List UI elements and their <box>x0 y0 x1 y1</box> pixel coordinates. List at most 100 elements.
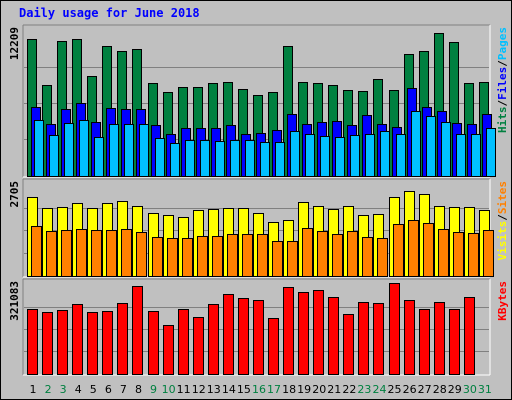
day-label-2: 2 <box>45 383 52 396</box>
bar-pages-day-10 <box>170 143 180 177</box>
bar-pages-day-3 <box>64 123 74 177</box>
bar-pages-day-17 <box>275 142 285 177</box>
bar-kbytes-day-23 <box>358 302 369 375</box>
day-label-7: 7 <box>120 383 127 396</box>
day-label-29: 29 <box>448 383 462 396</box>
bar-pages-day-21 <box>335 137 345 177</box>
bar-pages-day-29 <box>456 134 466 177</box>
bar-sites-day-1 <box>31 226 42 277</box>
bar-kbytes-day-7 <box>117 303 128 375</box>
bar-pages-day-27 <box>426 116 436 177</box>
bar-sites-day-18 <box>287 241 298 277</box>
kbytes-legend: KBytes <box>496 281 509 321</box>
bar-pages-day-25 <box>396 134 406 177</box>
bar-pages-day-1 <box>34 120 44 177</box>
legend-visits: Visits <box>496 221 509 261</box>
bar-sites-day-8 <box>136 232 147 277</box>
day-label-19: 19 <box>297 383 311 396</box>
bar-sites-day-11 <box>182 238 193 277</box>
day-label-14: 14 <box>222 383 236 396</box>
bar-pages-day-6 <box>109 124 119 177</box>
bar-sites-day-31 <box>483 230 494 277</box>
bar-sites-day-14 <box>227 234 238 277</box>
day-label-16: 16 <box>252 383 266 396</box>
day-label-5: 5 <box>90 383 97 396</box>
day-label-24: 24 <box>372 383 386 396</box>
visits-sites-legend-separator: / <box>496 214 509 221</box>
visits-sites-legend: Visits/Sites <box>496 181 509 261</box>
bar-kbytes-day-4 <box>72 304 83 375</box>
bar-sites-day-27 <box>423 223 434 277</box>
bar-sites-day-4 <box>76 229 87 277</box>
day-label-28: 28 <box>433 383 447 396</box>
day-label-26: 26 <box>403 383 417 396</box>
bar-kbytes-day-16 <box>253 300 264 375</box>
bar-pages-day-8 <box>139 124 149 177</box>
bar-sites-day-20 <box>317 231 328 277</box>
bar-kbytes-day-24 <box>373 303 384 375</box>
bar-pages-day-22 <box>350 135 360 177</box>
hits-files-pages-legend-separator: / <box>496 60 509 67</box>
bar-sites-day-6 <box>106 230 117 277</box>
day-label-4: 4 <box>75 383 82 396</box>
bar-pages-day-4 <box>79 120 89 177</box>
bar-pages-day-31 <box>486 128 496 177</box>
day-label-13: 13 <box>207 383 221 396</box>
bar-sites-day-15 <box>242 234 253 277</box>
kbytes-max-label: 321083 <box>8 281 21 321</box>
bar-kbytes-day-13 <box>208 304 219 375</box>
bar-sites-day-25 <box>393 224 404 277</box>
hits-files-pages-legend: Hits/Files/Pages <box>496 27 509 133</box>
day-label-25: 25 <box>388 383 402 396</box>
day-label-30: 30 <box>463 383 477 396</box>
bar-sites-day-13 <box>212 236 223 277</box>
bar-pages-day-9 <box>155 138 165 177</box>
bar-sites-day-19 <box>302 228 313 277</box>
bar-sites-day-30 <box>468 233 479 277</box>
bar-kbytes-day-11 <box>178 309 189 375</box>
day-label-11: 11 <box>177 383 191 396</box>
bar-sites-day-16 <box>257 234 268 277</box>
day-label-1: 1 <box>30 383 37 396</box>
bar-sites-day-22 <box>347 231 358 277</box>
bar-pages-day-16 <box>260 142 270 177</box>
day-label-18: 18 <box>282 383 296 396</box>
bar-kbytes-day-5 <box>87 312 98 375</box>
bar-pages-day-19 <box>305 134 315 177</box>
bar-kbytes-day-10 <box>163 325 174 375</box>
bar-sites-day-10 <box>167 238 178 277</box>
day-label-17: 17 <box>267 383 281 396</box>
bar-pages-day-30 <box>471 134 481 177</box>
bar-kbytes-day-20 <box>313 290 324 375</box>
bar-sites-day-21 <box>332 234 343 277</box>
bar-sites-day-28 <box>438 229 449 277</box>
bar-pages-day-23 <box>365 134 375 177</box>
bar-sites-day-9 <box>152 237 163 277</box>
bar-kbytes-day-27 <box>419 309 430 375</box>
bar-sites-day-17 <box>272 241 283 277</box>
bar-pages-day-20 <box>320 136 330 177</box>
day-label-3: 3 <box>60 383 67 396</box>
bar-kbytes-day-3 <box>57 310 68 375</box>
bar-pages-day-28 <box>441 122 451 177</box>
bar-sites-day-23 <box>362 237 373 277</box>
day-label-20: 20 <box>312 383 326 396</box>
day-label-8: 8 <box>135 383 142 396</box>
bar-kbytes-day-21 <box>328 297 339 375</box>
bar-kbytes-day-6 <box>102 311 113 375</box>
bar-sites-day-2 <box>46 231 57 277</box>
bar-pages-day-18 <box>290 131 300 177</box>
bar-sites-day-3 <box>61 230 72 277</box>
bar-kbytes-day-29 <box>449 309 460 375</box>
day-label-22: 22 <box>342 383 356 396</box>
bar-pages-day-7 <box>124 124 134 177</box>
day-label-31: 31 <box>478 383 492 396</box>
day-label-27: 27 <box>418 383 432 396</box>
bar-kbytes-day-17 <box>268 318 279 375</box>
bar-pages-day-11 <box>185 140 195 177</box>
bar-pages-day-13 <box>215 141 225 177</box>
bar-kbytes-day-26 <box>404 300 415 375</box>
day-label-21: 21 <box>327 383 341 396</box>
bar-kbytes-day-12 <box>193 317 204 375</box>
